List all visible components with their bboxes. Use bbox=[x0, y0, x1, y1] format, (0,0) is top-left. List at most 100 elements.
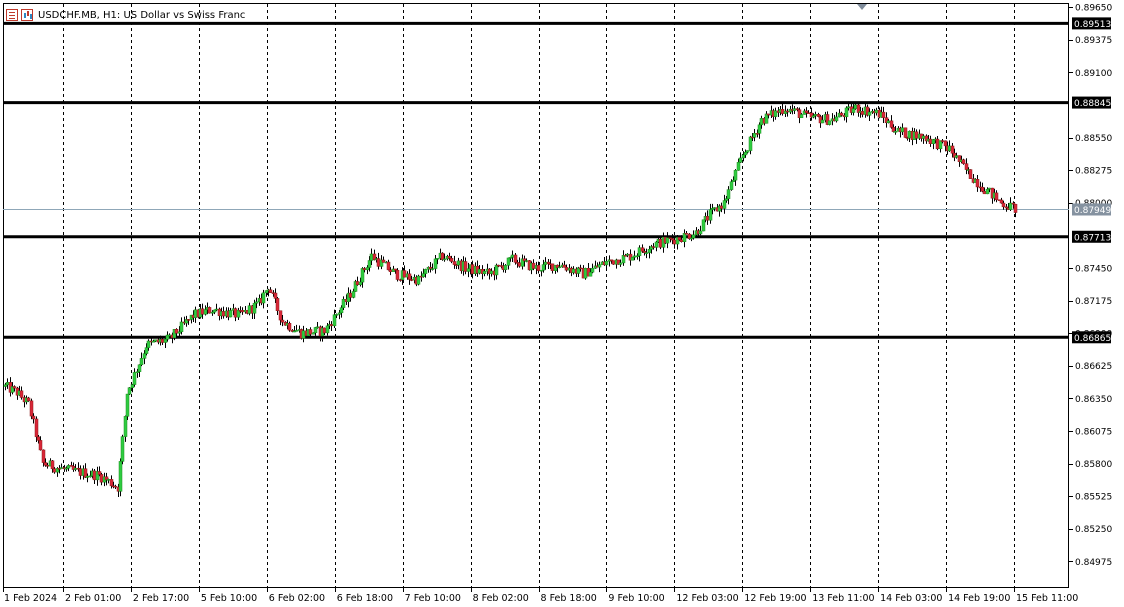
candle bbox=[748, 135, 753, 155]
bull-candle-body bbox=[365, 267, 370, 271]
y-tick-label: 0.88275 bbox=[1075, 167, 1112, 177]
level-price-label: 0.87713 bbox=[1074, 233, 1111, 243]
candle bbox=[313, 326, 318, 336]
bear-candle-body bbox=[407, 273, 412, 280]
candle bbox=[1013, 203, 1018, 218]
bear-candle-body bbox=[999, 199, 1004, 204]
candle bbox=[125, 393, 130, 420]
bear-candle-body bbox=[806, 112, 811, 114]
bull-candle-body bbox=[590, 267, 595, 273]
candle bbox=[315, 322, 320, 329]
level-price-label: 0.88845 bbox=[1074, 99, 1111, 109]
bear-candle-body bbox=[36, 436, 41, 441]
bear-candle-body bbox=[536, 265, 541, 271]
bull-candle-body bbox=[482, 271, 487, 274]
candle bbox=[26, 396, 31, 402]
bull-candle-body bbox=[369, 253, 374, 261]
candle bbox=[856, 102, 861, 117]
bear-candle-body bbox=[935, 138, 940, 150]
candle bbox=[325, 322, 330, 336]
bull-candle-body bbox=[332, 314, 337, 327]
x-tick-label: 2 Feb 01:00 bbox=[65, 593, 121, 604]
bull-candle-body bbox=[524, 260, 529, 262]
bull-candle-body bbox=[644, 252, 649, 254]
bull-candle-body bbox=[541, 264, 546, 271]
bear-candle-body bbox=[240, 310, 245, 313]
bear-candle-body bbox=[186, 319, 191, 321]
candle bbox=[820, 114, 825, 124]
candle bbox=[142, 350, 147, 365]
bull-candle-body bbox=[301, 330, 306, 339]
bull-candle-body bbox=[733, 170, 738, 181]
bear-candle-body bbox=[308, 329, 313, 335]
bear-candle-body bbox=[348, 292, 353, 298]
bull-candle-body bbox=[752, 133, 757, 138]
bear-candle-body bbox=[31, 415, 36, 420]
scroll-marker-icon[interactable] bbox=[857, 4, 867, 10]
plot-area[interactable] bbox=[3, 3, 1069, 588]
level-price-label: 0.89513 bbox=[1074, 20, 1111, 30]
candle bbox=[752, 129, 757, 142]
candle bbox=[571, 266, 576, 275]
bull-candle-body bbox=[120, 436, 125, 462]
bull-candle-body bbox=[313, 327, 318, 333]
candle bbox=[931, 139, 936, 150]
bear-candle-body bbox=[273, 292, 278, 299]
candle bbox=[550, 263, 555, 274]
candle bbox=[332, 309, 337, 328]
bull-candle-body bbox=[543, 261, 548, 265]
bull-candle-body bbox=[682, 233, 687, 243]
candle bbox=[588, 268, 593, 277]
candle bbox=[193, 306, 198, 323]
candle bbox=[118, 458, 123, 497]
x-tick-label: 14 Feb 19:00 bbox=[948, 593, 1010, 604]
bear-candle-body bbox=[409, 279, 414, 281]
candle bbox=[252, 299, 257, 320]
candle bbox=[520, 254, 525, 270]
candle bbox=[123, 415, 128, 442]
candle bbox=[360, 267, 365, 288]
level-price-label-bg bbox=[1072, 17, 1111, 30]
bull-candle-body bbox=[853, 104, 858, 109]
bear-candle-body bbox=[839, 112, 844, 116]
candle bbox=[851, 103, 856, 116]
bull-candle-body bbox=[722, 200, 727, 209]
bull-candle-body bbox=[724, 198, 729, 201]
candle bbox=[834, 111, 839, 123]
bull-candle-body bbox=[625, 253, 630, 256]
bear-candle-body bbox=[355, 281, 360, 286]
chart-type-icon[interactable] bbox=[21, 9, 33, 21]
y-tick-label: 0.89100 bbox=[1075, 69, 1112, 79]
bear-candle-body bbox=[395, 269, 400, 280]
candle bbox=[860, 107, 865, 118]
candle bbox=[947, 140, 952, 152]
bull-candle-body bbox=[741, 154, 746, 159]
bear-candle-body bbox=[914, 131, 919, 139]
bear-candle-body bbox=[449, 258, 454, 262]
bull-candle-body bbox=[637, 247, 642, 256]
bear-candle-body bbox=[785, 110, 790, 113]
bull-candle-body bbox=[604, 261, 609, 266]
candle bbox=[395, 268, 400, 282]
price-axis: 0.896500.893750.891000.885500.882750.880… bbox=[1069, 4, 1112, 568]
bull-candle-body bbox=[325, 325, 330, 334]
bid-price-label-bg bbox=[1072, 203, 1111, 216]
bear-candle-body bbox=[99, 474, 104, 483]
bull-candle-body bbox=[261, 292, 266, 304]
bear-candle-body bbox=[611, 260, 616, 265]
candle bbox=[698, 225, 703, 236]
candle bbox=[132, 368, 137, 387]
bear-candle-body bbox=[609, 259, 614, 262]
bull-candle-body bbox=[691, 234, 696, 239]
bull-candle-body bbox=[985, 189, 990, 195]
bull-candle-body bbox=[907, 130, 912, 139]
candle bbox=[308, 327, 313, 337]
bull-candle-body bbox=[792, 108, 797, 111]
candle bbox=[475, 260, 480, 277]
bull-candle-body bbox=[142, 353, 147, 359]
bull-candle-body bbox=[123, 416, 128, 437]
bear-candle-body bbox=[651, 246, 656, 248]
list-icon[interactable] bbox=[6, 9, 18, 21]
